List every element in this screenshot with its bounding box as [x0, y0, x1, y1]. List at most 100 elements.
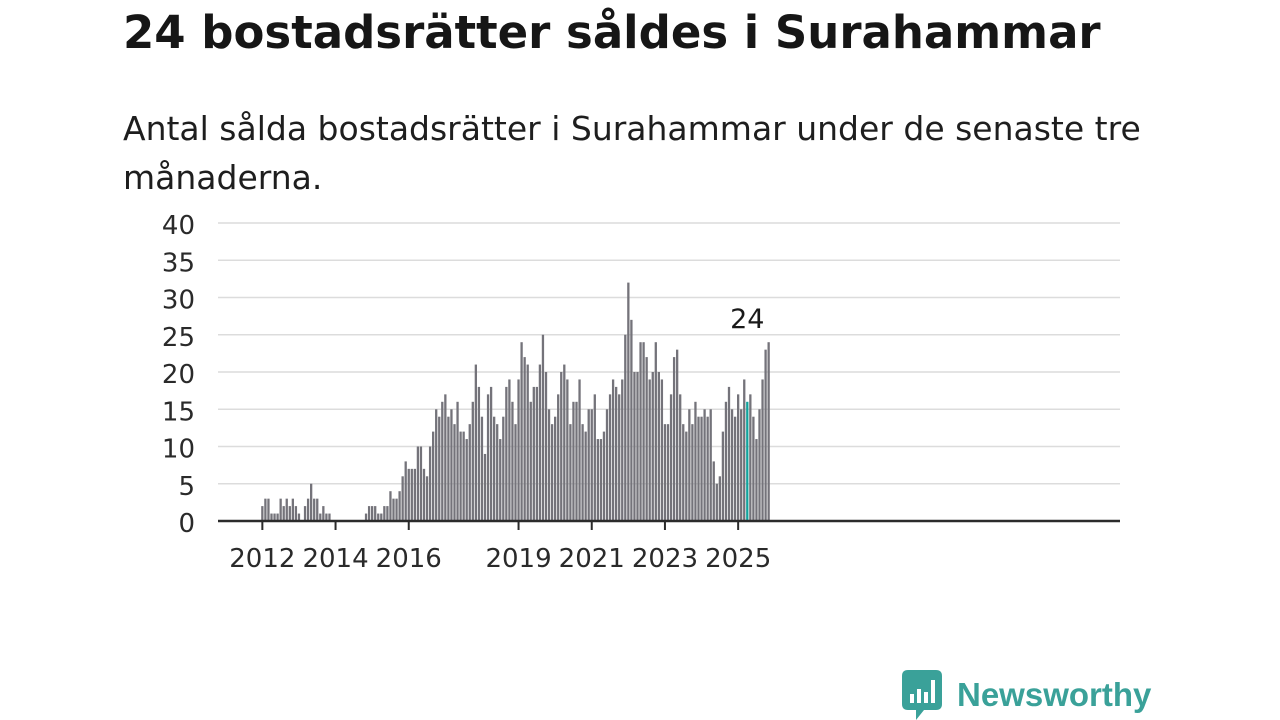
- bar: [642, 342, 645, 521]
- bar: [328, 513, 331, 521]
- bar: [529, 401, 532, 521]
- bar: [438, 416, 441, 521]
- y-tick-label: 20: [162, 360, 195, 390]
- bar: [285, 498, 288, 521]
- bar: [703, 409, 706, 521]
- bar: [599, 439, 603, 521]
- y-tick-label: 40: [162, 211, 195, 241]
- bar: [428, 446, 432, 521]
- bar: [267, 498, 270, 521]
- x-tick-label: 2014: [302, 544, 368, 574]
- y-axis-ticks: 0 5 10 15 20 25 30 35 40: [162, 211, 195, 539]
- x-tick-label: 2012: [229, 544, 295, 574]
- bar: [453, 424, 456, 521]
- bar: [456, 401, 459, 521]
- bar: [404, 461, 407, 521]
- bar: [325, 513, 328, 521]
- bar: [648, 379, 651, 521]
- bar: [676, 349, 679, 521]
- bar: [520, 342, 523, 521]
- bar: [596, 439, 599, 521]
- bar: [700, 416, 703, 521]
- bar: [425, 476, 429, 521]
- bar: [486, 394, 490, 521]
- bar: [532, 386, 535, 521]
- bar: [547, 409, 551, 521]
- bar: [291, 498, 294, 521]
- bar: [319, 513, 322, 521]
- bar: [468, 424, 471, 521]
- bar: [538, 364, 542, 521]
- bar: [563, 364, 566, 521]
- bar: [590, 409, 593, 521]
- bar: [718, 476, 721, 521]
- bar: [740, 409, 743, 521]
- bar: [489, 386, 493, 521]
- bar: [371, 506, 374, 521]
- bar: [755, 439, 758, 521]
- bar: [306, 498, 310, 521]
- gridlines: [218, 222, 1120, 485]
- bar: [550, 424, 554, 521]
- bar: [477, 386, 481, 521]
- bar: [493, 416, 496, 521]
- bar: [544, 372, 548, 521]
- bar: [605, 409, 609, 521]
- y-tick-label: 5: [178, 472, 195, 502]
- bar: [611, 379, 615, 521]
- bar: [367, 506, 371, 521]
- bar: [636, 372, 639, 521]
- bar: [615, 386, 618, 521]
- highlight-value-label: 24: [730, 304, 764, 335]
- bar: [691, 424, 694, 521]
- bar: [608, 394, 612, 521]
- bar: [261, 506, 264, 521]
- annotations: 24: [730, 304, 764, 335]
- bar: [572, 401, 575, 521]
- bar: [474, 364, 477, 521]
- bar: [505, 386, 508, 521]
- bar: [733, 416, 737, 521]
- bar: [441, 401, 444, 521]
- bar: [566, 379, 569, 521]
- bar: [688, 409, 691, 521]
- bar: [560, 372, 563, 521]
- bar: [578, 379, 581, 521]
- bar: [499, 439, 502, 521]
- bar: [581, 424, 584, 521]
- bar: [502, 416, 505, 521]
- bar: [709, 409, 712, 521]
- bar: [730, 409, 734, 521]
- bar: [276, 513, 279, 521]
- bar: [679, 394, 682, 521]
- bar: [398, 491, 401, 521]
- bar: [297, 513, 301, 521]
- bar: [712, 461, 715, 521]
- bar: [410, 468, 413, 521]
- bar: [663, 424, 667, 521]
- y-tick-label: 30: [162, 286, 195, 316]
- bar: [526, 364, 529, 521]
- bar: [602, 431, 606, 521]
- bar: [483, 453, 487, 521]
- bar: [660, 379, 664, 521]
- bar: [541, 334, 545, 521]
- bar: [322, 506, 325, 521]
- bar: [313, 498, 316, 521]
- bar: [303, 506, 307, 521]
- bar: [669, 394, 673, 521]
- bar: [557, 394, 560, 521]
- bar: [273, 513, 276, 521]
- x-tick-label: 2021: [559, 544, 625, 574]
- x-tick-label: 2016: [376, 544, 442, 574]
- bar: [569, 424, 572, 521]
- bar: [633, 372, 636, 521]
- bar: [508, 379, 511, 521]
- bar: [316, 498, 319, 521]
- bar: [419, 446, 423, 521]
- bar: [621, 379, 624, 521]
- bar: [422, 468, 426, 521]
- y-tick-label: 35: [162, 248, 195, 278]
- bar: [523, 357, 526, 521]
- bar: [749, 394, 752, 521]
